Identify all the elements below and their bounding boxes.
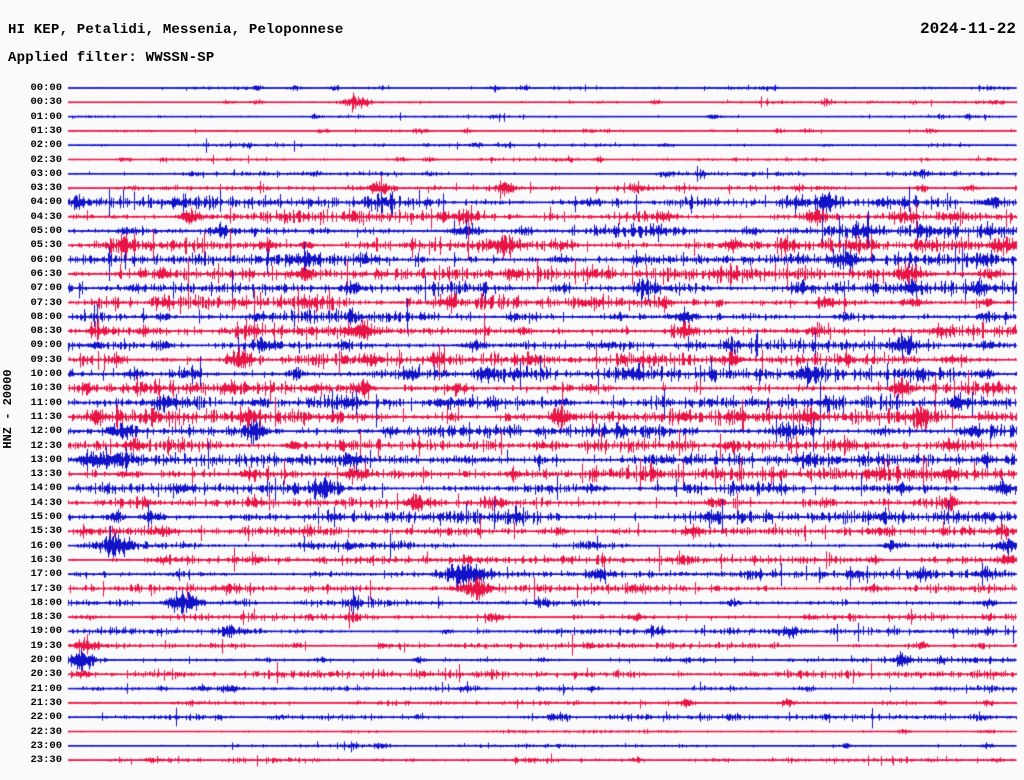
- row-time-label: 10:30: [30, 382, 62, 395]
- row-time-label: 18:30: [30, 611, 62, 624]
- row-time-label: 12:30: [30, 439, 62, 452]
- row-time-label: 09:00: [30, 339, 62, 352]
- row-time-label: 14:30: [30, 496, 62, 509]
- row-time-label: 08:00: [30, 310, 62, 323]
- row-time-label: 07:30: [30, 296, 62, 309]
- row-time-label: 13:30: [30, 468, 62, 481]
- row-time-label: 17:00: [30, 568, 62, 581]
- title-row: HI KEP, Petalidi, Messenia, Peloponnese …: [8, 20, 1016, 38]
- row-time-label: 11:30: [30, 410, 62, 423]
- row-time-label: 19:30: [30, 639, 62, 652]
- row-time-label: 21:00: [30, 682, 62, 695]
- row-time-label: 23:00: [30, 739, 62, 752]
- row-time-label: 06:00: [30, 253, 62, 266]
- row-time-label: 09:30: [30, 353, 62, 366]
- row-time-label: 16:30: [30, 553, 62, 566]
- row-time-label: 00:30: [30, 96, 62, 109]
- row-time-label: 02:30: [30, 153, 62, 166]
- row-time-label: 20:00: [30, 654, 62, 666]
- row-time-label: 22:00: [30, 711, 62, 724]
- row-time-label: 18:00: [30, 596, 62, 609]
- filter-label: Applied filter: WWSSN-SP: [8, 50, 215, 66]
- row-time-label: 07:00: [30, 282, 62, 295]
- row-time-label: 06:30: [30, 267, 62, 280]
- row-time-label: 12:00: [30, 425, 62, 438]
- row-time-label: 03:00: [30, 167, 62, 180]
- row-time-label: 17:30: [30, 582, 62, 595]
- row-time-label: 20:30: [30, 668, 62, 681]
- row-time-label: 21:30: [30, 696, 62, 709]
- row-time-label: 23:30: [30, 754, 62, 767]
- row-time-label: 15:30: [30, 525, 62, 538]
- row-time-label: 19:00: [30, 625, 62, 638]
- row-time-label: 16:00: [30, 539, 62, 552]
- row-time-label: 04:00: [30, 196, 62, 209]
- row-time-label: 01:30: [30, 124, 62, 137]
- row-time-label: 04:30: [30, 210, 62, 223]
- row-time-label: 03:30: [30, 182, 62, 195]
- row-time-label: 10:00: [30, 368, 62, 380]
- row-time-label: 05:30: [30, 239, 62, 252]
- row-time-label: 13:00: [30, 453, 62, 466]
- row-time-label: 14:00: [30, 482, 62, 495]
- row-time-label: 11:00: [30, 396, 62, 409]
- station-title: HI KEP, Petalidi, Messenia, Peloponnese: [8, 22, 344, 38]
- date-label: 2024-11-22: [919, 20, 1016, 38]
- row-time-label: 01:00: [30, 110, 62, 123]
- row-time-label: 02:00: [30, 139, 62, 152]
- row-time-label: 22:30: [30, 725, 62, 738]
- row-time-label: 15:00: [30, 511, 62, 523]
- row-time-label: 00:00: [30, 82, 62, 94]
- row-time-label: 05:00: [30, 225, 62, 237]
- row-time-label: 08:30: [30, 325, 62, 338]
